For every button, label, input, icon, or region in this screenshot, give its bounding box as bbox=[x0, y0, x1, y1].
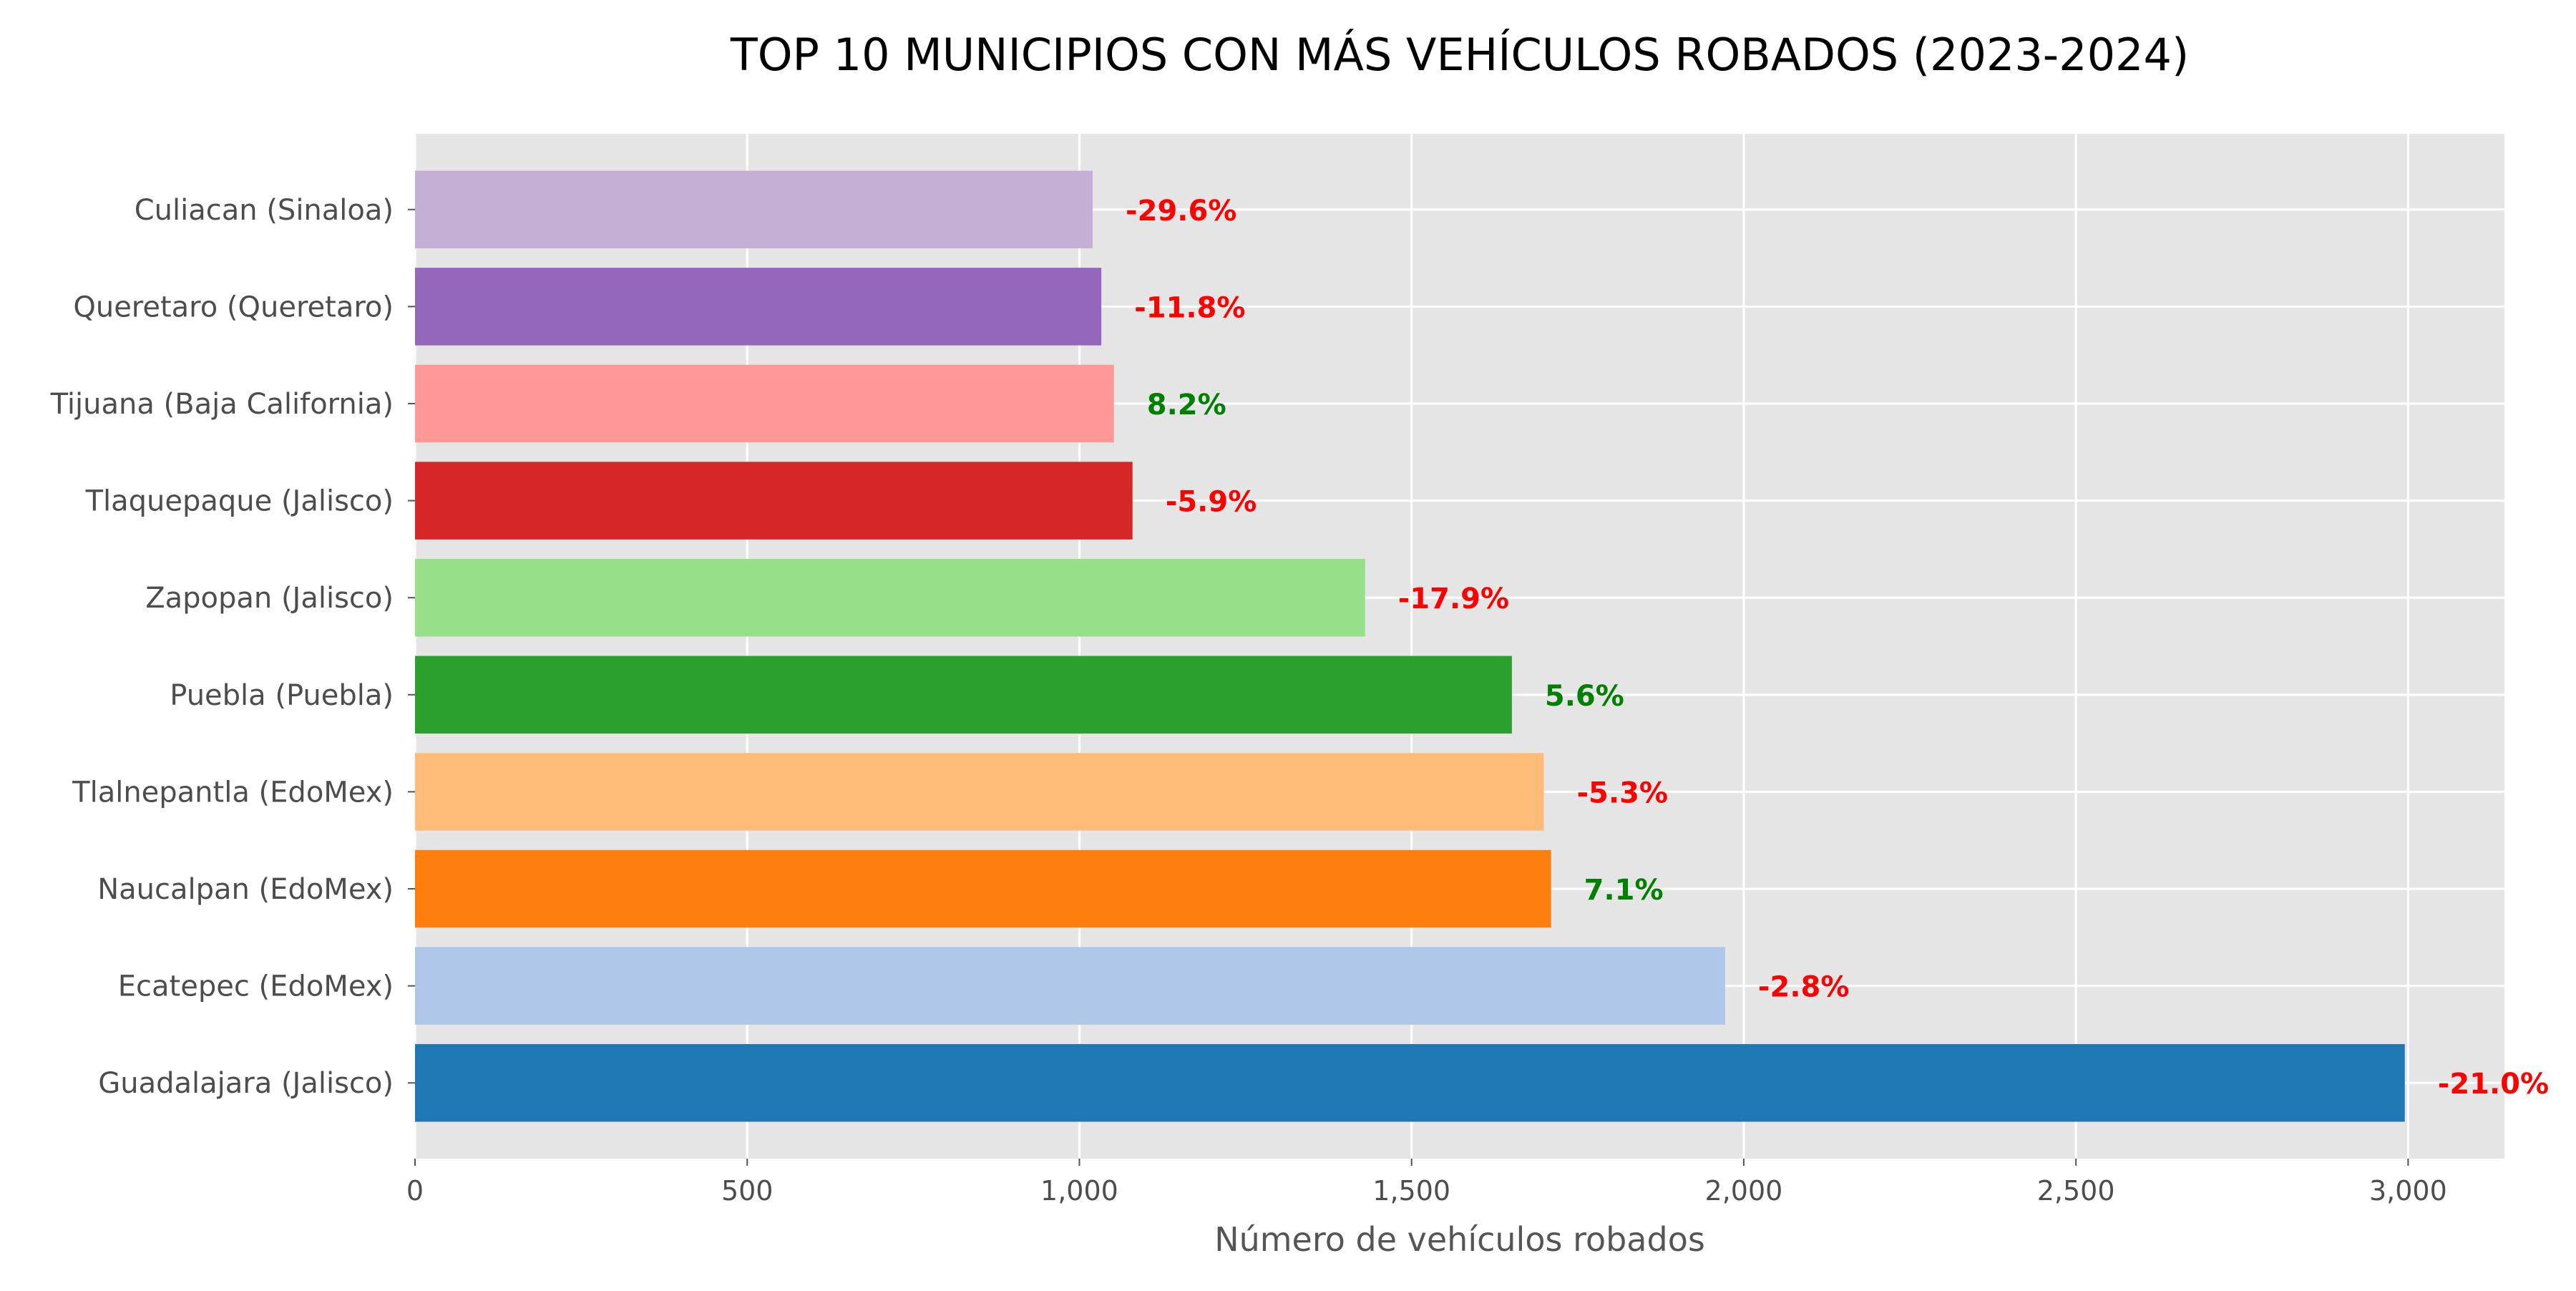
bar-annotation-tlaquepaque-jalisco: -5.9% bbox=[1166, 486, 1257, 519]
chart-title: TOP 10 MUNICIPIOS CON MÁS VEHÍCULOS ROBA… bbox=[730, 28, 2189, 81]
x-tick-label-0: 0 bbox=[406, 1175, 424, 1207]
y-tick-label-ecatepec-edomex: Ecatepec (EdoMex) bbox=[118, 970, 394, 1003]
bar-annotation-ecatepec-edomex: -2.8% bbox=[1758, 971, 1850, 1004]
bar-annotations: -21.0% -2.8% 7.1% -5.3% 5.6% -17.9% -5.9% 8.2% -… bbox=[1126, 195, 2549, 1101]
bar-annotation-culiacan-sinaloa: -29.6% bbox=[1126, 195, 1236, 228]
y-tick-label-tlalnepantla-edomex: Tlalnepantla (EdoMex) bbox=[72, 776, 394, 809]
y-tick-label-guadalajara-jalisco: Guadalajara (Jalisco) bbox=[98, 1067, 394, 1100]
x-axis-label: Número de vehículos robados bbox=[1214, 1220, 1705, 1259]
x-tick-label-2: 1,000 bbox=[1040, 1175, 1118, 1207]
bar-naucalpan-edomex bbox=[415, 849, 1551, 928]
bar-tlalnepantla-edomex bbox=[415, 753, 1544, 831]
x-tick-label-3: 1,500 bbox=[1372, 1175, 1450, 1207]
bar-annotation-tijuana-baja-california: 8.2% bbox=[1147, 389, 1226, 422]
bar-annotation-naucalpan-edomex: 7.1% bbox=[1584, 874, 1664, 907]
y-tick-label-zapopan-jalisco: Zapopan (Jalisco) bbox=[145, 582, 394, 615]
y-tick-label-puebla-puebla: Puebla (Puebla) bbox=[170, 679, 394, 712]
x-tick-label-6: 3,000 bbox=[2369, 1175, 2447, 1207]
y-tick-label-tlaquepaque-jalisco: Tlaquepaque (Jalisco) bbox=[85, 485, 394, 518]
y-tick-label-tijuana-baja-california: Tijuana (Baja California) bbox=[50, 388, 394, 421]
y-tick-label-culiacan-sinaloa: Culiacan (Sinaloa) bbox=[135, 194, 394, 227]
x-axis-tick-labels: 0 500 1,000 1,500 2,000 2,500 3,000 bbox=[406, 1159, 2447, 1207]
y-tick-label-queretaro-queretaro: Queretaro (Queretaro) bbox=[73, 291, 394, 323]
bar-tlaquepaque-jalisco bbox=[415, 462, 1133, 540]
bar-annotation-tlalnepantla-edomex: -5.3% bbox=[1576, 776, 1668, 809]
bar-zapopan-jalisco bbox=[415, 558, 1365, 637]
bars bbox=[415, 170, 2405, 1122]
x-tick-label-1: 500 bbox=[721, 1175, 774, 1207]
bar-guadalajara-jalisco bbox=[415, 1043, 2405, 1122]
bar-queretaro-queretaro bbox=[415, 268, 1102, 346]
bar-annotation-zapopan-jalisco: -17.9% bbox=[1398, 583, 1509, 615]
y-tick-label-naucalpan-edomex: Naucalpan (EdoMex) bbox=[97, 873, 394, 906]
bar-tijuana-baja-california bbox=[415, 364, 1114, 443]
bar-annotation-queretaro-queretaro: -11.8% bbox=[1134, 291, 1245, 324]
x-tick-label-4: 2,000 bbox=[1705, 1175, 1783, 1207]
bar-annotation-puebla-puebla: 5.6% bbox=[1545, 680, 1624, 713]
bar-ecatepec-edomex bbox=[415, 947, 1725, 1025]
bar-puebla-puebla bbox=[415, 656, 1512, 734]
x-tick-label-5: 2,500 bbox=[2037, 1175, 2115, 1207]
bar-culiacan-sinaloa bbox=[415, 170, 1093, 249]
bar-annotation-guadalajara-jalisco: -21.0% bbox=[2438, 1068, 2549, 1101]
y-axis-tick-labels: Guadalajara (Jalisco) Ecatepec (EdoMex) Na… bbox=[50, 194, 415, 1100]
